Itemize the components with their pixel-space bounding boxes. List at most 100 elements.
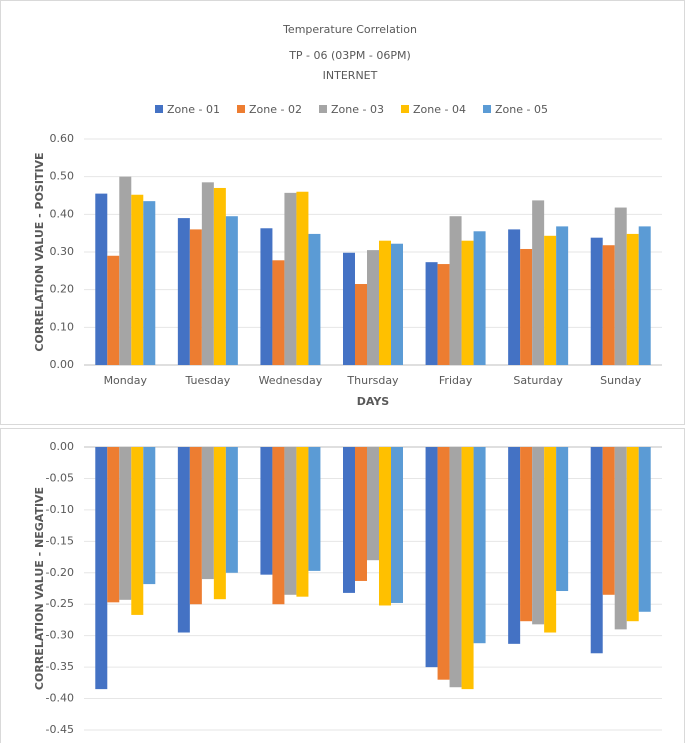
bar [131, 447, 144, 615]
bar [213, 187, 226, 365]
y-tick-label: -0.10 [46, 503, 74, 516]
bar [602, 245, 615, 365]
chart-positive: 0.00 0.10 0.20 0.30 0.40 0.50 0.60 Temperature … [0, 0, 685, 425]
y-tick-label: 0.40 [50, 207, 75, 220]
bar [626, 447, 639, 622]
legend-label: Zone - 04 [413, 103, 466, 116]
y-tick-label: -0.35 [46, 660, 74, 673]
bar [367, 447, 379, 561]
bar [544, 447, 557, 633]
x-tick-label: Wednesday [259, 374, 323, 387]
legend-swatch [483, 105, 491, 113]
x-tick-label: Tuesday [184, 374, 230, 387]
bar [520, 447, 533, 622]
bar [473, 447, 486, 644]
y-tick-label: -0.05 [46, 471, 74, 484]
x-tick-label: Thursday [346, 374, 399, 387]
bar [177, 218, 190, 365]
y-tick-label: -0.15 [46, 534, 74, 547]
bar [225, 447, 238, 573]
bar [119, 176, 132, 365]
bar [272, 447, 285, 605]
bar [590, 447, 603, 654]
chart-border [0, 428, 685, 743]
bar [449, 447, 462, 688]
bar [177, 447, 190, 633]
bar [602, 447, 615, 595]
bar [119, 447, 132, 600]
x-axis-label: DAYS [357, 395, 390, 408]
bar [225, 216, 238, 365]
legend-label: Zone - 01 [167, 103, 220, 116]
bar [355, 284, 367, 365]
bar [638, 226, 651, 365]
bar [379, 240, 391, 365]
bar [425, 447, 438, 668]
bar [308, 447, 321, 571]
y-axis-label: CORRELATION VALUE - POSITIVE [33, 152, 46, 351]
bar [95, 193, 108, 365]
bar [508, 229, 521, 365]
x-tick-label: Friday [439, 374, 473, 387]
bar [296, 191, 309, 365]
bar [556, 447, 569, 592]
y-tick-label: 0.50 [50, 170, 75, 183]
bar [143, 201, 156, 365]
bar [437, 447, 450, 680]
bar [189, 447, 202, 605]
y-axis-label: CORRELATION VALUE - NEGATIVE [33, 487, 46, 690]
y-tick-label: -0.30 [46, 629, 74, 642]
bar [343, 447, 355, 593]
bar [473, 231, 486, 365]
bar [95, 447, 108, 690]
x-tick-label: Saturday [513, 374, 563, 387]
bar [508, 447, 521, 644]
bar [461, 240, 474, 365]
bar [461, 447, 474, 690]
bar [284, 447, 297, 595]
y-tick-label: 0.20 [50, 283, 75, 296]
bar [296, 447, 309, 597]
legend-swatch [401, 105, 409, 113]
bar [556, 226, 569, 365]
bar [425, 262, 438, 365]
bar [308, 233, 321, 365]
bar [201, 182, 214, 365]
bar [260, 228, 273, 365]
bar [284, 192, 297, 365]
legend-label: Zone - 02 [249, 103, 302, 116]
chart-subtitle: TP - 06 (03PM - 06PM) [288, 49, 411, 62]
bar [189, 229, 202, 365]
x-tick-label: Monday [104, 374, 148, 387]
legend-swatch [319, 105, 327, 113]
chart-border [0, 0, 685, 425]
bar [614, 447, 627, 630]
bar [367, 250, 379, 365]
bar [379, 447, 391, 606]
bar [391, 243, 403, 365]
legend-label: Zone - 03 [331, 103, 384, 116]
y-tick-label: 0.00 [50, 358, 75, 371]
bar [107, 447, 120, 603]
legend-swatch [155, 105, 163, 113]
y-tick-label: -0.25 [46, 597, 74, 610]
bar [343, 252, 355, 365]
bar [544, 235, 557, 365]
y-tick-label: -0.20 [46, 566, 74, 579]
bar [437, 264, 450, 365]
bar [532, 447, 545, 625]
y-tick-label: 0.30 [50, 245, 75, 258]
bar [131, 194, 144, 365]
bar [590, 237, 603, 365]
y-tick-label: 0.60 [50, 132, 75, 145]
y-tick-label: -0.40 [46, 692, 74, 705]
chart-negative: 0.00 -0.05 -0.10 -0.15 -0.20 -0.25 -0.30 -0.35 -… [0, 428, 685, 743]
bar [201, 447, 214, 580]
bar [520, 248, 533, 365]
chart-subtitle: INTERNET [323, 69, 378, 82]
bar [449, 216, 462, 365]
y-tick-label: 0.00 [50, 440, 75, 453]
chart-title: Temperature Correlation [282, 23, 417, 36]
bar [638, 447, 651, 612]
